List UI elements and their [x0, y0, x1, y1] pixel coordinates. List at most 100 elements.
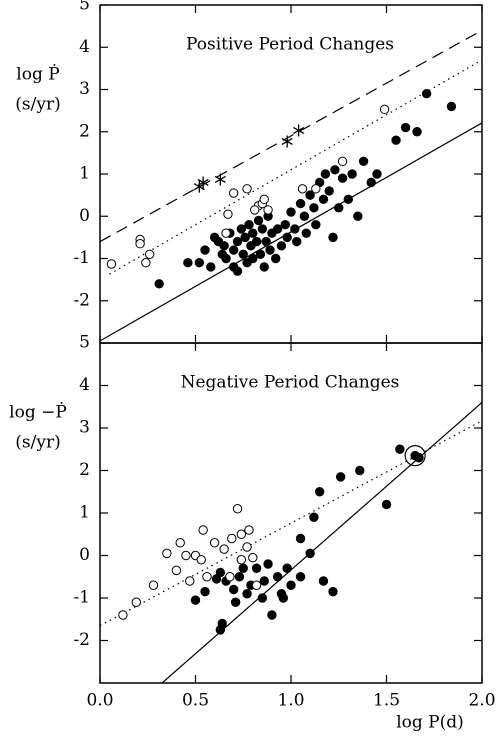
open-point [263, 205, 273, 215]
fit-line [100, 420, 482, 627]
filled-point [355, 465, 365, 476]
star-point [293, 124, 305, 137]
open-point [242, 542, 252, 552]
open-point [379, 104, 390, 115]
open-point [209, 538, 220, 548]
open-point [162, 548, 172, 559]
filled-point [301, 228, 311, 238]
open-point [171, 565, 182, 576]
filled-point [251, 236, 262, 247]
filled-point [353, 211, 363, 221]
x-tick-label: 1.5 [373, 691, 400, 711]
open-point [185, 576, 195, 586]
open-point [236, 529, 247, 539]
filled-point [305, 548, 315, 559]
open-point [181, 550, 191, 561]
y-tick-label: 3 [79, 418, 90, 438]
open-point [198, 525, 208, 535]
star-point [214, 173, 226, 186]
filled-point [395, 444, 405, 454]
filled-point [242, 589, 252, 599]
open-point [202, 572, 212, 582]
filled-point [343, 194, 353, 205]
panel-title: Negative Period Changes [181, 373, 400, 393]
filled-point [295, 533, 306, 544]
open-point [236, 555, 247, 565]
filled-point [295, 572, 306, 582]
open-point [219, 544, 229, 554]
filled-point [328, 586, 338, 597]
fit-line [100, 29, 482, 243]
filled-point [309, 512, 319, 522]
open-point [337, 156, 348, 167]
filled-point [358, 156, 369, 167]
y-tick-label: 4 [79, 375, 90, 395]
filled-point [328, 232, 338, 243]
y-tick-label: 0 [79, 545, 90, 565]
filled-point [263, 559, 273, 569]
filled-point [286, 207, 296, 217]
filled-point [400, 122, 411, 133]
filled-point [292, 236, 302, 247]
x-tick-label: 0.0 [86, 691, 113, 711]
filled-point [154, 279, 164, 289]
filled-point [318, 194, 329, 205]
y-tick-label: -2 [73, 630, 90, 650]
y-tick-label: 0 [79, 206, 90, 226]
open-point [175, 538, 185, 548]
y-axis-label: (s/yr) [15, 95, 60, 115]
y-tick-label: -1 [73, 588, 90, 608]
filled-point [267, 610, 277, 620]
filled-point [234, 572, 245, 582]
open-point [244, 525, 254, 535]
open-point [232, 504, 243, 514]
filled-point [190, 595, 201, 605]
y-tick-label: 1 [79, 164, 90, 184]
filled-point [280, 220, 290, 230]
filled-point [215, 567, 226, 578]
filled-point [265, 245, 275, 255]
filled-point [272, 224, 283, 234]
filled-point [347, 169, 357, 179]
open-point [148, 580, 159, 590]
open-point [242, 184, 252, 194]
open-point [144, 249, 155, 259]
plot-frame [99, 4, 483, 344]
filled-point [238, 563, 248, 573]
plot-area [100, 29, 482, 342]
open-point [118, 610, 128, 620]
filled-point [366, 177, 376, 188]
open-point [196, 555, 206, 565]
x-axis-label: log P(d) [396, 713, 464, 733]
star-point [197, 176, 209, 189]
open-point [297, 184, 308, 194]
y-axis-label: log −Ṗ [9, 402, 67, 423]
filled-point [305, 190, 315, 200]
filled-point [255, 249, 266, 259]
filled-point [232, 266, 243, 276]
filled-point [421, 89, 432, 99]
filled-point [259, 262, 269, 272]
filled-point [318, 576, 329, 586]
filled-point [240, 232, 250, 243]
filled-point [229, 584, 239, 595]
open-point [223, 209, 233, 219]
fit-line [100, 122, 482, 342]
filled-point [295, 198, 306, 209]
filled-point [282, 232, 292, 243]
filled-point [248, 228, 258, 238]
x-tick-label: 2.0 [468, 691, 495, 711]
filled-point [232, 236, 243, 247]
filled-point [276, 241, 287, 251]
filled-point [257, 593, 268, 603]
open-point [106, 259, 117, 269]
y-tick-label: 1 [79, 503, 90, 523]
filled-point [446, 101, 457, 112]
y-tick-label: 3 [79, 79, 90, 99]
filled-point [244, 220, 254, 230]
filled-point [335, 472, 346, 482]
filled-point [324, 186, 334, 196]
open-point [259, 194, 269, 205]
y-tick-label: 4 [79, 37, 90, 57]
